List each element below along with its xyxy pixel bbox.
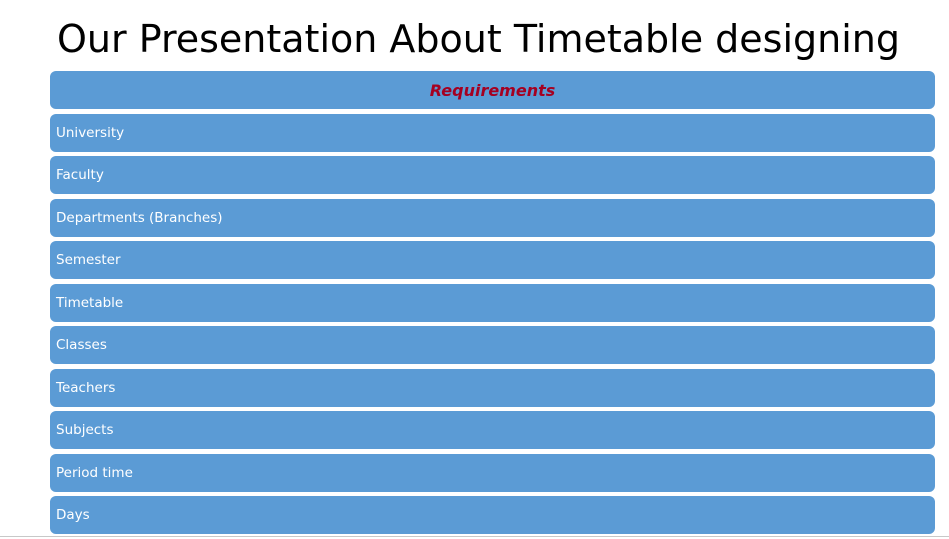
slide-title: Our Presentation About Timetable designi… [57,17,900,61]
requirement-item-period-time: Period time [50,453,935,492]
requirement-item-subjects: Subjects [50,411,935,449]
requirement-item-teachers: Teachers [50,368,935,407]
requirements-header: Requirements [50,71,935,109]
requirement-item-days: Days [50,496,935,534]
requirements-list: Requirements University Faculty Departme… [50,71,935,539]
requirement-item-faculty: Faculty [50,156,935,194]
requirement-item-semester: Semester [50,241,935,279]
requirement-item-timetable: Timetable [50,283,935,322]
requirement-item-departments: Departments (Branches) [50,198,935,237]
requirement-item-university: University [50,113,935,152]
bottom-divider [0,536,949,537]
requirement-item-classes: Classes [50,326,935,364]
